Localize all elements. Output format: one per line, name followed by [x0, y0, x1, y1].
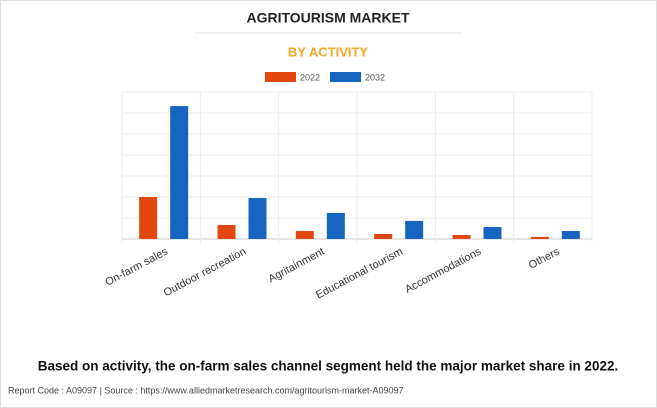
bar	[561, 231, 580, 239]
bar	[217, 224, 236, 239]
caption: Based on activity, the on-farm sales cha…	[38, 359, 618, 374]
chart-title: AGRITOURISM MARKET	[246, 10, 410, 26]
source: Report Code : A09097 | Source : https://…	[8, 385, 404, 395]
bar	[530, 236, 549, 239]
bar	[170, 106, 189, 239]
legend-label: 2032	[365, 72, 385, 82]
bar	[326, 212, 345, 239]
chart-subtitle: BY ACTIVITY	[288, 44, 369, 59]
bar	[374, 233, 393, 239]
bar	[452, 235, 471, 239]
bar	[483, 227, 502, 239]
legend-swatch	[330, 72, 361, 82]
legend-label: 2022	[300, 72, 320, 82]
legend-swatch	[265, 72, 296, 82]
bar	[139, 197, 158, 239]
bar	[295, 231, 314, 239]
bar	[405, 220, 424, 239]
bar	[248, 198, 267, 239]
